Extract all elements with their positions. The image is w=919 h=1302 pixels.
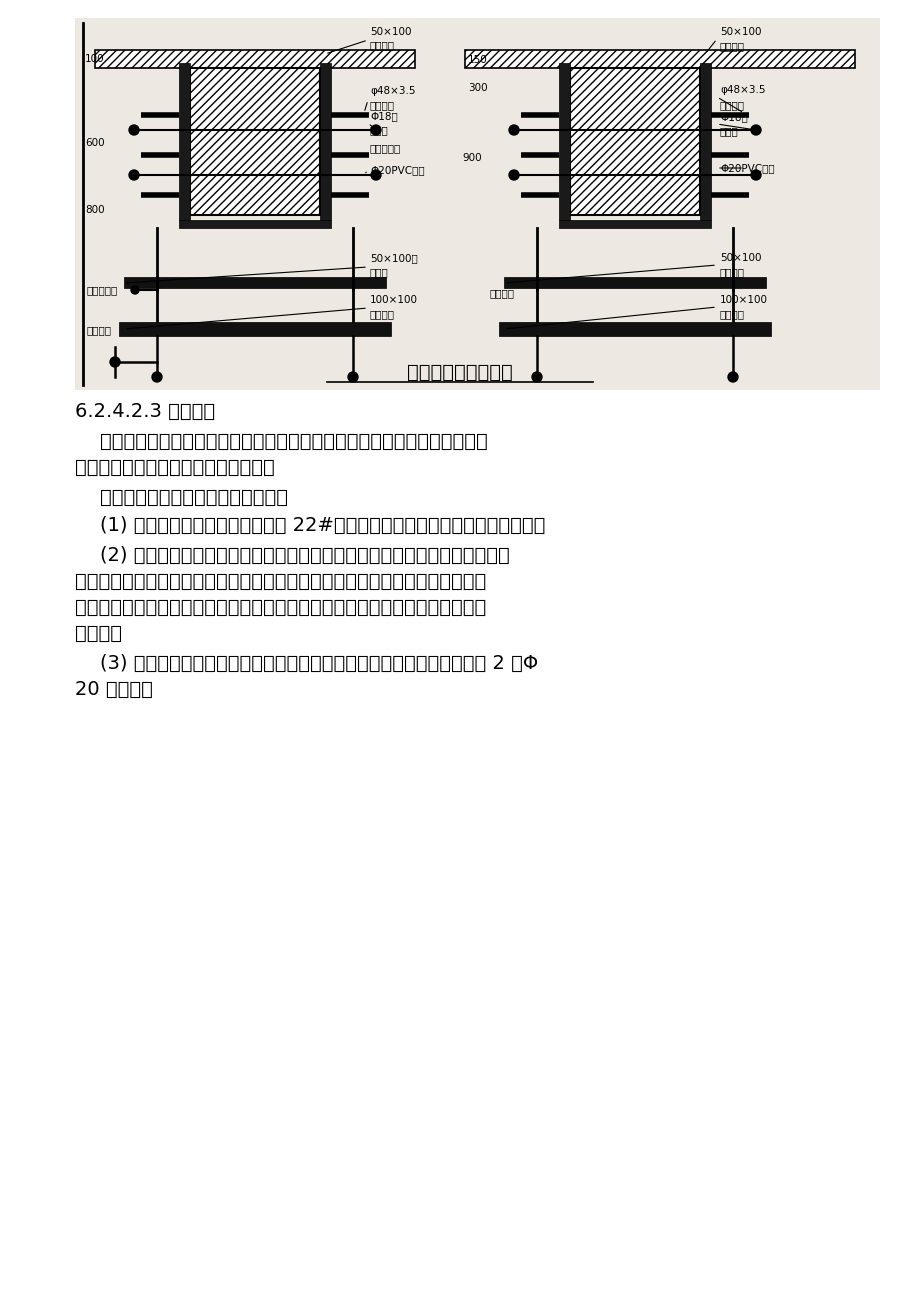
Bar (95, 49, 414, 68)
Text: 50×100: 50×100 (720, 27, 761, 36)
Circle shape (508, 125, 518, 135)
Bar (119, 322, 391, 336)
Bar (124, 277, 386, 288)
Circle shape (508, 171, 518, 180)
Text: Φ18对: Φ18对 (369, 111, 397, 121)
Text: 木方横楞: 木方横楞 (720, 267, 744, 277)
Text: 50×100: 50×100 (720, 253, 761, 263)
Text: 300: 300 (468, 83, 487, 92)
Circle shape (750, 171, 760, 180)
Text: 钢管横楞: 钢管横楞 (720, 100, 744, 109)
Bar (559, 62, 570, 220)
Text: 脚手架杆: 脚手架杆 (87, 326, 112, 335)
Text: 的密实。: 的密实。 (75, 624, 122, 643)
Text: 方横楞: 方横楞 (369, 267, 389, 277)
Bar (498, 322, 770, 336)
Text: 20 排气孔。: 20 排气孔。 (75, 680, 153, 699)
Text: 入梯模底部进行振捣，同时用另一台振动棒在梯模表面进行振捣，以确保混凝土: 入梯模底部进行振捣，同时用另一台振动棒在梯模表面进行振捣，以确保混凝土 (75, 598, 486, 617)
Text: 木方竖楞: 木方竖楞 (720, 309, 744, 319)
Text: φ48×3.5: φ48×3.5 (720, 85, 765, 95)
Bar (75, 18, 879, 391)
Text: 100×100: 100×100 (369, 296, 417, 305)
Bar (559, 220, 710, 228)
Text: Φ20PVC套管: Φ20PVC套管 (369, 165, 425, 174)
Bar (570, 68, 699, 215)
Text: 100×100: 100×100 (720, 296, 767, 305)
Text: 可调钢支柱: 可调钢支柱 (369, 143, 401, 154)
Text: φ48×3.5: φ48×3.5 (369, 86, 415, 96)
Text: 钢管横楞: 钢管横楞 (369, 100, 394, 109)
Circle shape (370, 171, 380, 180)
Bar (190, 68, 320, 215)
Text: 拉螺栓: 拉螺栓 (720, 126, 738, 135)
Circle shape (750, 125, 760, 135)
Bar (464, 49, 854, 68)
Text: 梁处下料，用振动棒将混凝土振入梯模内。混凝土的振捣是将振动棒从梯梁处伸: 梁处下料，用振动棒将混凝土振入梯模内。混凝土的振捣是将振动棒从梯梁处伸 (75, 572, 486, 591)
Text: (2) 封闭模板混凝土浇注存在一定的难度，利用混凝土的流动性，将规范从梯: (2) 封闭模板混凝土浇注存在一定的难度，利用混凝土的流动性，将规范从梯 (75, 546, 509, 565)
Text: 可调钢支柱: 可调钢支柱 (87, 285, 119, 296)
Text: 50×100木: 50×100木 (369, 253, 417, 263)
Text: Φ20PVC套管: Φ20PVC套管 (720, 163, 774, 173)
Bar (320, 62, 331, 220)
Text: Φ18对: Φ18对 (720, 112, 747, 122)
Bar (504, 277, 766, 288)
Text: (1) 楼梯栏杆预埋件的埋设预先用 22#铁丝及铁钉将预埋件固定在踏步模板上。: (1) 楼梯栏杆预埋件的埋设预先用 22#铁丝及铁钉将预埋件固定在踏步模板上。 (75, 516, 545, 535)
Text: 为避免常规现浇楼梯支模工艺中出现的楼梯面倾斜、混凝土面不平等情况，: 为避免常规现浇楼梯支模工艺中出现的楼梯面倾斜、混凝土面不平等情况， (75, 432, 487, 450)
Circle shape (727, 372, 737, 381)
Text: 木方竖楞: 木方竖楞 (720, 40, 744, 51)
Bar (179, 62, 190, 220)
Text: 脚手架杆: 脚手架杆 (490, 288, 515, 298)
Circle shape (531, 372, 541, 381)
Circle shape (347, 372, 357, 381)
Text: 主、次梁模板设计图: 主、次梁模板设计图 (407, 362, 512, 381)
Text: 900: 900 (461, 154, 482, 163)
Text: 150: 150 (468, 55, 487, 65)
Text: 全封闭式楼梯模板工艺的施工要点：: 全封闭式楼梯模板工艺的施工要点： (75, 488, 288, 506)
Circle shape (110, 357, 119, 367)
Text: 木方竖楞: 木方竖楞 (369, 309, 394, 319)
Text: 楼梯模板采用全封闭式楼梯支模工艺。: 楼梯模板采用全封闭式楼梯支模工艺。 (75, 458, 275, 477)
Circle shape (130, 286, 139, 294)
Text: 6.2.4.2.3 楼梯模板: 6.2.4.2.3 楼梯模板 (75, 402, 215, 421)
Circle shape (129, 125, 139, 135)
Text: (3) 楼梯表面由于四边封死，存在气坑，故在踏面模板每隔三步用电钻钻 2 个Φ: (3) 楼梯表面由于四边封死，存在气坑，故在踏面模板每隔三步用电钻钻 2 个Φ (75, 654, 538, 673)
Circle shape (129, 171, 139, 180)
Text: 50×100: 50×100 (369, 27, 411, 36)
Text: 600: 600 (85, 138, 105, 148)
Text: 拉螺栓: 拉螺栓 (369, 125, 389, 135)
Text: 800: 800 (85, 204, 105, 215)
Bar (179, 220, 331, 228)
Circle shape (152, 372, 162, 381)
Text: 木方竖楞: 木方竖楞 (369, 40, 394, 49)
Bar (699, 62, 710, 220)
Circle shape (370, 125, 380, 135)
Text: 100: 100 (85, 53, 105, 64)
